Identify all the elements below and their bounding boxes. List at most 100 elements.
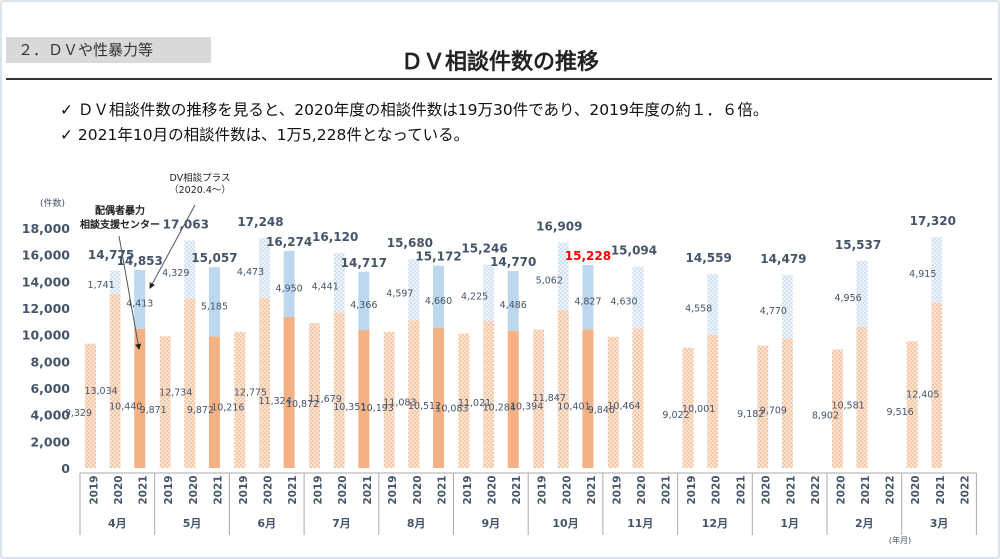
bar-center — [258, 297, 270, 468]
bar-center — [682, 347, 694, 468]
bar-plus — [258, 238, 270, 298]
year-tick-label: 2021 — [511, 475, 523, 504]
data-label-center: 10,001 — [682, 404, 715, 415]
data-label-plus: 4,660 — [425, 296, 452, 307]
bar-plus — [109, 271, 121, 295]
bar-plus — [184, 240, 196, 299]
bar-center — [309, 323, 321, 468]
year-tick-label: 2020 — [636, 475, 648, 504]
bar-center — [856, 326, 868, 468]
data-label-plus: 1,741 — [87, 280, 114, 291]
data-label-plus: 4,827 — [574, 296, 601, 307]
data-label-total: 15,094 — [611, 244, 657, 258]
bar-center — [408, 320, 420, 468]
year-tick-label: 2019 — [387, 475, 399, 504]
bar-plus — [408, 258, 420, 321]
data-label-plus: 4,225 — [461, 292, 488, 303]
data-label-total: 14,717 — [341, 256, 387, 270]
data-label-total: 15,172 — [415, 250, 461, 264]
data-label-total: 15,228 — [565, 249, 611, 263]
data-label-center: 10,193 — [361, 403, 394, 414]
data-label-center: 9,516 — [887, 407, 914, 418]
data-label-plus: 4,950 — [276, 283, 303, 294]
bar-center — [607, 336, 619, 468]
month-label: 10月 — [552, 517, 578, 530]
month-label: 4月 — [108, 517, 127, 530]
bullet-2: ✓ 2021年10月の相談件数は、1万5,228件となっている。 — [60, 126, 470, 144]
bar-plus — [856, 260, 868, 327]
year-tick-label: 2021 — [437, 475, 449, 504]
data-label-total: 14,479 — [760, 252, 806, 266]
data-label-center: 11,847 — [533, 393, 566, 404]
data-label-plus: 4,441 — [312, 282, 339, 293]
month-label: 1月 — [780, 517, 799, 530]
data-label-center: 10,464 — [607, 401, 640, 412]
year-tick-label: 2019 — [313, 475, 325, 504]
data-label-center: 9,871 — [140, 405, 167, 416]
bar-center — [358, 329, 370, 468]
bar-plus — [333, 253, 345, 313]
bullet-1: ✓ ＤＶ相談件数の推移を見ると、2020年度の相談件数は19万30件であり、20… — [60, 101, 769, 119]
year-tick-label: 2020 — [761, 475, 773, 504]
year-tick-label: 2019 — [163, 475, 175, 504]
data-label-center: 11,324 — [259, 396, 292, 407]
y-tick-label: 10,000 — [22, 328, 71, 343]
month-label: 5月 — [183, 517, 202, 530]
data-label-center: 12,405 — [906, 390, 939, 401]
data-label-plus: 4,558 — [685, 303, 712, 314]
year-tick-label: 2019 — [238, 475, 250, 504]
bar-plus — [433, 265, 445, 328]
bar-center — [831, 349, 843, 468]
bar-center — [84, 343, 96, 468]
y-tick-label: 8,000 — [30, 354, 70, 369]
data-label-plus: 4,366 — [350, 300, 377, 311]
data-label-center: 10,083 — [435, 404, 468, 415]
data-label-center: 10,581 — [831, 401, 864, 412]
data-label-total: 16,120 — [312, 230, 358, 244]
data-label-total: 14,853 — [117, 254, 163, 268]
bar-center — [781, 338, 793, 468]
data-label-center: 11,679 — [309, 394, 342, 405]
data-label-center: 9,840 — [588, 405, 615, 416]
bar-center — [184, 298, 196, 468]
data-label-plus: 4,630 — [610, 297, 637, 308]
bar-center — [234, 331, 246, 468]
bar-plus — [632, 266, 644, 329]
y-tick-label: 4,000 — [30, 408, 70, 423]
data-label-center: 10,440 — [109, 401, 142, 412]
title-divider — [6, 78, 992, 80]
year-tick-label: 2019 — [686, 475, 698, 504]
data-label-center: 11,021 — [458, 398, 491, 409]
bar-center — [931, 302, 943, 468]
data-label-plus: 4,486 — [500, 300, 527, 311]
data-label-center: 10,512 — [408, 401, 441, 412]
data-label-center: 10,394 — [510, 402, 543, 413]
bar-plus — [781, 274, 793, 339]
bar-plus — [483, 264, 495, 322]
year-tick-label: 2021 — [860, 475, 872, 504]
year-tick-label: 2020 — [835, 475, 847, 504]
bar-center — [283, 317, 295, 468]
bar-plus — [557, 242, 569, 311]
data-label-center: 10,284 — [483, 402, 516, 413]
bar-center — [707, 334, 719, 468]
year-tick-label: 2021 — [935, 475, 947, 504]
data-label-center: 10,216 — [211, 403, 244, 414]
y-tick-label: 2,000 — [30, 434, 70, 449]
year-tick-label: 2022 — [959, 475, 971, 504]
month-label: 12月 — [702, 517, 728, 530]
year-tick-label: 2021 — [785, 475, 797, 504]
year-tick-label: 2021 — [661, 475, 673, 504]
data-label-total: 17,248 — [237, 215, 283, 229]
data-label-total: 15,537 — [835, 238, 881, 252]
year-tick-label: 2019 — [611, 475, 623, 504]
data-label-total: 17,320 — [910, 214, 956, 228]
year-tick-label: 2020 — [561, 475, 573, 504]
data-label-total: 14,770 — [490, 255, 536, 269]
data-label-center: 12,775 — [234, 387, 267, 398]
month-label: 8月 — [407, 517, 426, 530]
bar-center — [582, 329, 594, 468]
y-tick-label: 0 — [61, 461, 70, 476]
section-label: ２．ＤＶや性暴力等 — [6, 37, 211, 63]
